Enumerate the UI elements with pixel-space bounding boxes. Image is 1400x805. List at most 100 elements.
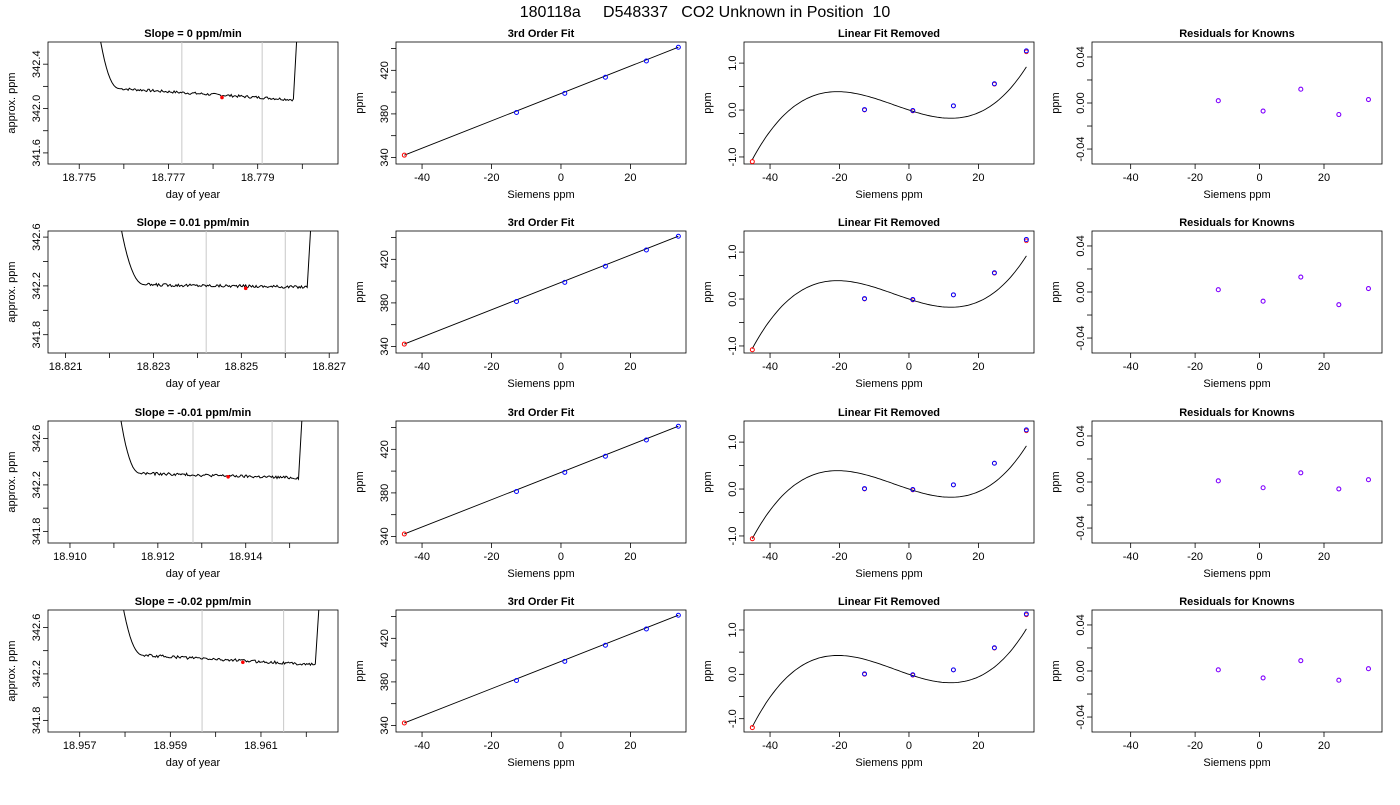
residual-point: [1365, 666, 1372, 672]
concentration-trace: [120, 421, 303, 481]
panel-title: 3rd Order Fit: [508, 407, 575, 419]
x-tick-label: 18.957: [63, 740, 97, 752]
unknown-point: [226, 474, 230, 479]
y-tick-label: 1.0: [727, 55, 739, 70]
x-axis-label: Siemens ppm: [1203, 757, 1270, 769]
x-tick-label: -40: [762, 740, 778, 752]
x-tick-label: 18.823: [137, 361, 171, 373]
known-point: [675, 233, 681, 239]
residual-point: [1215, 478, 1221, 484]
panel-9: Slope = -0.01 ppm/min 18.910 18.912 18.914 3…: [6, 407, 339, 580]
panel-title: Slope = -0.01 ppm/min: [135, 407, 252, 419]
y-tick-label: -1.0: [727, 336, 739, 355]
panel-2: 3rd Order Fit -40 -20 0 20 340 380 420 Siemens p…: [354, 28, 687, 201]
plot-area: [1215, 274, 1372, 308]
x-tick-label: 20: [624, 740, 636, 752]
y-axis-label: ppm: [354, 281, 366, 302]
known-point: [991, 645, 997, 651]
y-tick-label: 1.0: [727, 622, 739, 637]
x-axis-label: Siemens ppm: [855, 378, 922, 390]
y-axis-label: approx. ppm: [6, 261, 18, 322]
x-tick-label: 18.912: [141, 551, 175, 563]
y-axis-label: approx. ppm: [6, 451, 18, 512]
plot-area: [121, 231, 312, 353]
panel-title: Linear Fit Removed: [838, 217, 940, 229]
panel-title: Slope = -0.02 ppm/min: [135, 596, 252, 608]
fit-line: [404, 425, 679, 535]
x-tick-label: -20: [484, 361, 500, 373]
unknown-point: [241, 660, 245, 665]
concentration-trace: [100, 42, 298, 102]
plot-frame: [47, 41, 339, 165]
known-point: [514, 298, 520, 304]
x-tick-label: -20: [1187, 172, 1203, 184]
panel-11: Linear Fit Removed -40 -20 0 20 -1.0 0.0 1.0 Sie…: [702, 407, 1035, 580]
x-tick-label: 20: [624, 361, 636, 373]
known-point: [643, 247, 649, 253]
unknown-point: [749, 347, 755, 353]
panel-5: Slope = 0.01 ppm/min 18.821 18.823 18.825 18…: [6, 217, 346, 390]
y-tick-label: -1.0: [727, 709, 739, 728]
y-tick-label: 380: [379, 105, 391, 123]
y-tick-label: -0.04: [1075, 515, 1087, 540]
x-tick-label: 20: [1318, 740, 1330, 752]
panel-10: 3rd Order Fit -40 -20 0 20 340 380 420 Siemens p…: [354, 407, 687, 580]
y-tick-label: 420: [379, 440, 391, 458]
y-tick-label: 1.0: [727, 244, 739, 259]
panel-7: Linear Fit Removed -40 -20 0 20 -1.0 0.0 1.0 Sie…: [702, 217, 1035, 390]
x-tick-label: -40: [414, 172, 430, 184]
unknown-point: [749, 536, 755, 542]
x-tick-label: -40: [414, 551, 430, 563]
x-tick-label: 18.910: [53, 551, 87, 563]
x-tick-label: 20: [1318, 172, 1330, 184]
known-point: [950, 482, 956, 488]
y-tick-label: 342.2: [31, 471, 43, 499]
known-point: [862, 296, 868, 302]
y-tick-label: 341.8: [31, 321, 43, 349]
y-axis-label: ppm: [354, 660, 366, 681]
y-tick-label: 342.2: [31, 660, 43, 688]
y-tick-label: 342.4: [31, 50, 43, 78]
y-tick-label: 341.6: [31, 139, 43, 167]
x-axis-label: Siemens ppm: [1203, 189, 1270, 201]
y-tick-label: 420: [379, 250, 391, 268]
x-tick-label: 20: [972, 172, 984, 184]
known-point: [514, 488, 520, 494]
panel-title: Slope = 0.01 ppm/min: [137, 217, 250, 229]
y-tick-label: 0.0: [727, 102, 739, 117]
panel-1: Slope = 0 ppm/min 18.775 18.777 18.779 341.6…: [6, 28, 339, 201]
y-tick-label: 342.2: [31, 272, 43, 300]
known-point: [643, 58, 649, 64]
x-tick-label: 20: [624, 172, 636, 184]
known-point: [562, 279, 568, 285]
y-tick-label: 380: [379, 484, 391, 502]
y-tick-label: 0.04: [1075, 46, 1087, 67]
known-point: [991, 270, 997, 276]
plot-area: [749, 611, 1029, 731]
known-point: [602, 74, 608, 80]
x-tick-label: -20: [832, 172, 848, 184]
y-axis-label: ppm: [702, 660, 714, 681]
x-tick-label: 18.821: [49, 361, 83, 373]
panel-title: Residuals for Knowns: [1179, 217, 1295, 229]
x-tick-label: -20: [484, 740, 500, 752]
residual-point: [1260, 108, 1266, 114]
fit-line: [404, 46, 679, 156]
y-tick-label: 342.0: [31, 95, 43, 123]
known-point: [991, 81, 997, 87]
y-tick-label: 420: [379, 61, 391, 79]
plot-area: [749, 236, 1029, 353]
x-tick-label: 18.777: [152, 172, 186, 184]
panel-6: 3rd Order Fit -40 -20 0 20 340 380 420 Siemens p…: [354, 217, 687, 390]
residual-point: [1365, 96, 1372, 103]
y-tick-label: 0.00: [1075, 281, 1087, 302]
y-tick-label: 340: [379, 148, 391, 166]
fit-curve: [751, 66, 1027, 160]
y-tick-label: -1.0: [727, 526, 739, 545]
x-tick-label: 18.779: [241, 172, 275, 184]
x-tick-label: -40: [1123, 740, 1139, 752]
x-tick-label: -20: [484, 172, 500, 184]
residual-point: [1298, 86, 1304, 92]
plot-area: [100, 42, 298, 164]
